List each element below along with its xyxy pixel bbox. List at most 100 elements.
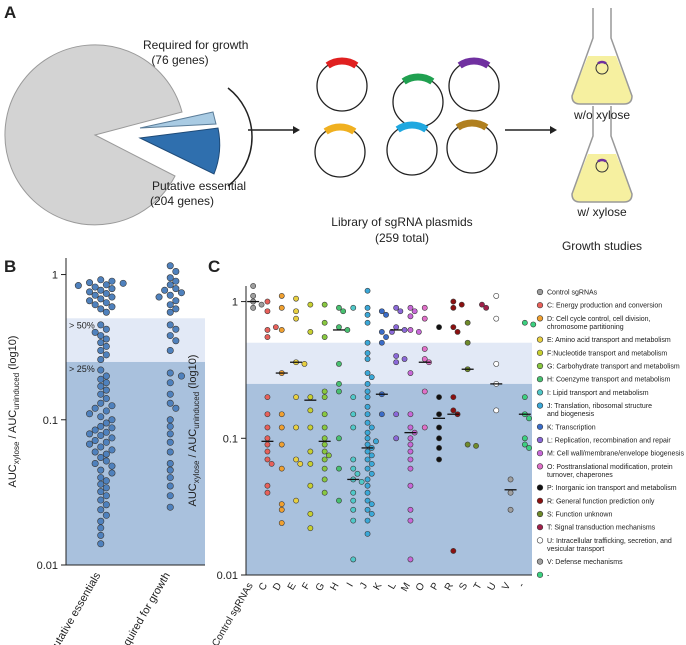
x-tick-label: O <box>414 581 428 593</box>
data-point <box>364 476 371 483</box>
data-point <box>336 361 342 367</box>
legend-label: O: Posttranslational modification, prote… <box>547 464 673 471</box>
data-point <box>350 556 357 563</box>
data-point <box>97 332 105 340</box>
data-point <box>102 299 110 307</box>
data-point <box>74 282 82 290</box>
legend-marker <box>536 302 544 309</box>
data-point <box>350 489 357 496</box>
data-point <box>293 308 299 315</box>
data-point <box>278 441 285 448</box>
data-point <box>264 411 271 418</box>
threshold-band <box>246 383 532 575</box>
data-point <box>450 298 457 305</box>
data-point <box>97 366 105 374</box>
legend-label: turnover, chaperones <box>547 472 613 479</box>
label: w/ xylose <box>576 205 627 219</box>
legend-marker <box>536 376 544 383</box>
y-tick-label: 0.01 <box>37 560 58 572</box>
legend-label: K: Transcription <box>547 424 596 431</box>
data-point <box>407 465 414 472</box>
data-point <box>97 356 105 364</box>
data-point <box>378 411 385 418</box>
data-point <box>368 424 375 431</box>
data-point <box>401 327 408 333</box>
data-point <box>97 524 105 532</box>
data-point <box>97 346 105 354</box>
data-point <box>264 448 271 455</box>
legend-marker <box>536 336 544 343</box>
data-point <box>393 359 400 366</box>
data-point <box>108 303 116 311</box>
data-point <box>155 293 163 301</box>
data-point <box>264 424 271 431</box>
pie-required <box>139 111 217 129</box>
data-point <box>102 450 110 458</box>
data-point <box>172 325 180 333</box>
plasmid <box>316 60 368 112</box>
data-point <box>250 304 257 311</box>
data-point <box>364 419 371 426</box>
y-label-part: (log10) <box>7 336 19 373</box>
data-point <box>530 321 537 328</box>
data-point <box>166 416 174 424</box>
y-label-part: xylose <box>192 460 201 483</box>
data-point <box>458 301 465 308</box>
data-point <box>321 465 328 472</box>
legend-marker <box>536 436 544 444</box>
legend-label: H: Coenzyme transport and metabolism <box>547 377 670 384</box>
data-point <box>493 407 500 414</box>
data-point <box>102 386 110 394</box>
data-point <box>350 394 357 401</box>
data-point <box>364 370 371 376</box>
data-point <box>166 346 174 354</box>
y-label-part: AUC <box>7 464 19 487</box>
data-point <box>172 277 180 285</box>
data-point <box>340 308 347 315</box>
legend-label: chromosome partitioning <box>547 324 624 331</box>
data-point <box>307 407 314 414</box>
y-axis-label: AUCxylose / AUCuninduced (log10) <box>187 355 201 507</box>
legend-label: F:Nucleotide transport and metabolism <box>547 350 667 357</box>
data-point <box>336 465 342 472</box>
data-point <box>97 431 105 439</box>
data-point <box>307 460 314 467</box>
data-point <box>421 424 428 431</box>
label: Library of sgRNA plasmids <box>331 215 472 229</box>
x-tick-label: G <box>314 581 328 593</box>
data-point <box>336 324 342 331</box>
data-point <box>97 390 105 398</box>
data-point <box>364 411 371 418</box>
data-point <box>383 311 389 318</box>
data-point <box>350 456 357 463</box>
plasmid-insert <box>457 57 491 69</box>
plasmid-insert <box>455 119 489 131</box>
data-point <box>102 407 110 415</box>
data-point <box>364 435 371 442</box>
data-point <box>436 324 442 331</box>
x-tick-label: H <box>328 581 341 593</box>
y-tick-label: 1 <box>52 270 58 282</box>
x-tick-label: S <box>457 581 470 593</box>
legend-marker <box>536 402 544 409</box>
panel-letter: B <box>4 257 16 276</box>
data-point <box>293 394 299 401</box>
legend-marker <box>536 558 544 565</box>
legend-marker <box>536 571 544 578</box>
data-point <box>407 304 414 311</box>
data-point <box>278 506 285 513</box>
data-point <box>264 327 271 333</box>
data-point <box>278 304 285 311</box>
y-label-part: uninduced <box>192 392 201 429</box>
data-point <box>307 525 314 532</box>
data-point <box>278 520 285 526</box>
data-point <box>91 404 99 412</box>
data-point <box>364 394 371 401</box>
data-point <box>97 375 105 383</box>
x-tick-label: E <box>286 581 299 593</box>
legend-marker <box>536 288 544 296</box>
data-point <box>264 308 271 315</box>
y-label-part: uninduced <box>12 373 21 410</box>
data-point <box>102 511 110 519</box>
data-point <box>364 456 371 463</box>
